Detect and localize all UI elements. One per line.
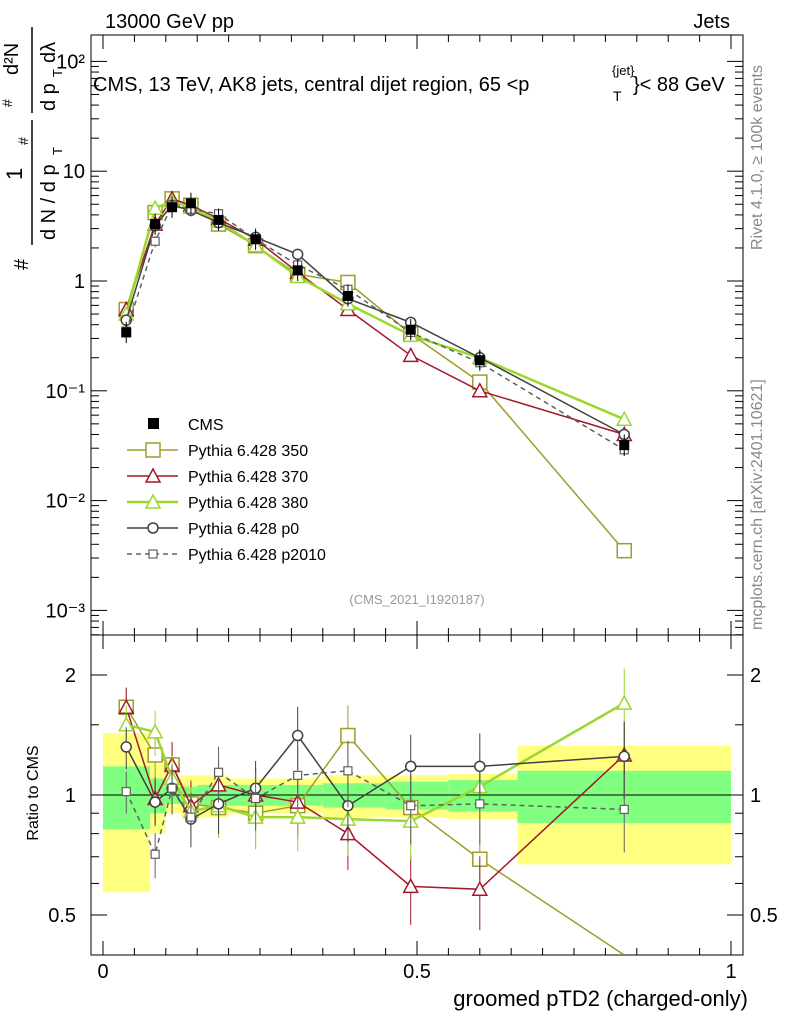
plot-title: CMS, 13 TeV, AK8 jets, central dijet reg… <box>93 74 529 96</box>
cms-point <box>250 234 261 245</box>
y-tick-label: 10⁻¹ <box>46 381 86 403</box>
ylabel-hash-2: # <box>15 137 31 145</box>
plot-title-sup: {jet} <box>612 63 635 78</box>
ratio-point-p0 <box>474 760 486 773</box>
ylabel-den-2-sub: T <box>50 69 65 77</box>
y-tick-label: 10⁻³ <box>46 600 86 622</box>
ratio-point-p2010 <box>121 786 131 797</box>
legend-marker-p2010 <box>148 549 158 559</box>
cms-point <box>342 291 353 302</box>
ratio-point-p2010 <box>186 812 196 822</box>
y-tick-label: 10⁻² <box>46 491 86 513</box>
ratio-tick-label-right: 0.5 <box>750 905 778 927</box>
ylabel-den-1: d N / d p <box>38 164 60 240</box>
side-text-top: Rivet 4.1.0, ≥ 100k events <box>749 65 766 250</box>
series-line-p380 <box>125 200 625 421</box>
ylabel-den-1-sub: T <box>50 147 65 155</box>
cms-point <box>213 214 224 225</box>
ratio-point-p2010 <box>213 767 224 777</box>
legend-label-p350: Pythia 6.428 350 <box>188 443 308 460</box>
ratio-point-p380 <box>289 808 306 824</box>
cms-point <box>474 355 485 366</box>
x-tick-label: 0 <box>97 961 108 983</box>
x-tick-label: 0.5 <box>403 961 431 983</box>
legend-marker-cms <box>148 418 159 429</box>
x-tick-label: 1 <box>725 961 736 983</box>
series-point-p370 <box>471 382 489 398</box>
ylabel-num-2: d²N <box>1 43 23 75</box>
analysis-tag: (CMS_2021_I1920187) <box>349 592 484 607</box>
ratio-point-p2010 <box>251 793 261 804</box>
ratio-line-p2010 <box>125 770 625 857</box>
ratio-point-p370 <box>471 880 489 897</box>
cms-point <box>167 202 178 213</box>
plot-title-main: CMS, 13 TeV, AK8 jets, central dijet reg… <box>93 74 529 96</box>
series-point-p350 <box>616 542 632 559</box>
x-axis-label: groomed pTD2 (charged-only) <box>453 986 748 1011</box>
cms-point <box>292 265 303 276</box>
legend-marker-p350 <box>145 442 161 458</box>
ratio-point-p2010 <box>150 849 160 859</box>
series-point-p370 <box>402 346 419 363</box>
series-point-p2010 <box>150 236 160 246</box>
cms-point <box>405 324 416 335</box>
y-tick-label: 1 <box>74 271 85 293</box>
ratio-point-p370 <box>402 877 419 894</box>
side-text-bottom: mcplots.cern.ch [arXiv:2401.10621] <box>749 379 766 630</box>
legend: CMS Pythia 6.428 350 Pythia 6.428 370 Pythi… <box>127 417 326 564</box>
ratio-point-p380 <box>615 694 633 710</box>
ratio-point-p2010 <box>406 801 416 811</box>
ratio-point-p2010 <box>619 804 629 815</box>
ratio-tick-label-right: 2 <box>750 665 761 687</box>
ratio-point-p0 <box>404 760 417 773</box>
ratio-point-p0 <box>120 741 132 753</box>
ratio-point-p380 <box>146 723 164 739</box>
ratio-point-p350 <box>340 727 356 744</box>
ylabel-den-2b: dλ <box>38 42 60 63</box>
legend-label-p2010: Pythia 6.428 p2010 <box>188 547 326 564</box>
legend-marker-p0 <box>147 522 159 534</box>
ratio-point-p2010 <box>293 770 303 780</box>
ratio-tick-label-right: 1 <box>750 785 761 807</box>
ylabel-one: 1 <box>2 168 27 180</box>
ylabel-den-2: d p <box>38 83 60 111</box>
header-right: Jets <box>693 11 730 33</box>
series-point-p0 <box>291 248 304 261</box>
plot-title-sub: T <box>613 88 622 104</box>
series-line-p0 <box>125 204 625 436</box>
y-axis-label-main: # 1 d N / d p T # d²N # d p T dλ <box>0 27 65 270</box>
ylabel-hash-3: # <box>0 99 15 107</box>
cms-point <box>619 440 630 451</box>
ratio-point-p2010 <box>343 766 353 776</box>
axes: 0 0.5 1 10⁻³ 10⁻² 10⁻¹ 1 10 10² 0.5 0.5 1 1 2 2 <box>46 35 778 983</box>
legend-label-cms: CMS <box>188 417 224 434</box>
ratio-point-p2010 <box>475 799 485 809</box>
plot-title-end: }< 88 GeV <box>633 74 725 96</box>
header-left: 13000 GeV pp <box>105 11 234 33</box>
ratio-tick-label: 0.5 <box>48 905 76 927</box>
ratio-point-p0 <box>291 729 304 742</box>
series-point-p380 <box>615 410 633 427</box>
legend-label-p380: Pythia 6.428 380 <box>188 495 308 512</box>
legend-label-p370: Pythia 6.428 370 <box>188 469 308 486</box>
cms-point <box>150 219 161 230</box>
legend-marker-p380 <box>144 493 162 509</box>
cms-points <box>121 192 630 456</box>
ylabel-hash-1: # <box>11 258 33 270</box>
y-tick-label: 10 <box>63 161 85 183</box>
legend-marker-p370 <box>144 467 162 483</box>
cms-point <box>185 198 196 209</box>
y-axis-label-ratio: Ratio to CMS <box>25 745 42 840</box>
cms-point <box>121 327 132 338</box>
series-line-p2010 <box>125 204 625 451</box>
ratio-point-p0 <box>618 750 630 763</box>
legend-label-p0: Pythia 6.428 p0 <box>188 521 299 538</box>
y-tick-label: 10² <box>56 51 85 73</box>
ratio-tick-label: 1 <box>65 785 76 807</box>
ratio-point-p2010 <box>167 783 177 793</box>
series-ratio <box>117 668 633 955</box>
ratio-tick-label: 2 <box>65 665 76 687</box>
ratio-point-p0 <box>149 796 161 808</box>
